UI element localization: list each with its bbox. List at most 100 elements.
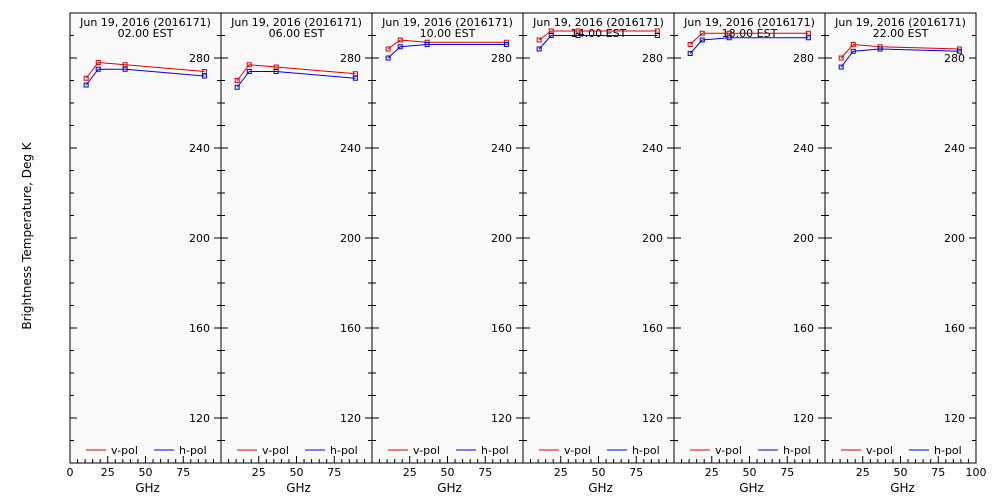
x-tick-label: 50 [592,466,606,479]
legend-label-v-pol: v-pol [564,444,591,457]
panel-title-time: 22.00 EST [873,27,929,40]
x-tick-label: 25 [403,466,417,479]
panel-title-time: 14.00 EST [571,27,627,40]
series-line-h-pol [840,48,960,68]
panel-1: Jun 19, 2016 (2016171)02.00 EST 120 160 200… [67,12,222,495]
data-point-v-pol [95,60,101,65]
panel-6: Jun 19, 2016 (2016171)22.00 EST 120 160 200… [824,12,987,495]
data-point-v-pol [850,42,856,47]
data-point-h-pol [95,66,101,72]
data-point-h-pol [838,64,844,70]
x-tick-label: 75 [478,466,492,479]
data-point-v-pol [385,46,391,52]
x-tick-label: 50 [290,466,304,479]
panel-title-date: Jun 19, 2016 (2016171) [834,16,966,29]
series-line-v-pol [236,64,356,81]
series-line-v-pol [840,43,960,59]
y-tick-label: 200 [642,232,663,245]
y-tick-label: 240 [340,142,361,155]
y-tick-label: 200 [944,232,965,245]
data-point-h-pol [397,44,403,50]
data-point-v-pol [536,37,542,43]
series-line-v-pol [387,39,507,50]
data-point-h-pol [575,33,581,38]
data-point-h-pol [536,46,542,52]
y-tick-label: 240 [491,142,512,155]
y-tick-label: 280 [189,52,210,65]
x-tick-label: 50 [894,466,908,479]
data-point-v-pol [234,78,240,83]
data-point-h-pol [352,75,358,81]
panel-title-time: 06.00 EST [269,27,325,40]
y-tick-label: 200 [340,232,361,245]
data-point-v-pol [246,62,252,68]
legend-label-h-pol: h-pol [330,444,358,457]
x-axis-label: GHz [286,481,311,495]
panel-title-time: 02.00 EST [118,27,174,40]
y-axis-label: Brightness Temperature, Deg K [20,141,34,329]
data-point-h-pol [548,33,554,38]
y-tick-label: 240 [642,142,663,155]
y-tick-label: 200 [491,232,512,245]
x-tick-label: 75 [176,466,190,479]
panel-title-date: Jun 19, 2016 (2016171) [381,16,513,29]
data-point-h-pol [805,35,811,41]
y-tick-label: 280 [340,52,361,65]
legend-label-h-pol: h-pol [934,444,962,457]
legend-label-h-pol: h-pol [481,444,509,457]
x-tick-label: 25 [252,466,266,479]
y-tick-label: 160 [340,322,361,335]
x-tick-label: 25 [554,466,568,479]
y-tick-label: 280 [491,52,512,65]
y-tick-label: 200 [793,232,814,245]
y-tick-label: 240 [793,142,814,155]
series-line-h-pol [236,71,356,88]
panel-4: Jun 19, 2016 (2016171)14.00 EST 120 160 200… [522,12,675,495]
x-tick-label: 50 [139,466,153,479]
series-line-h-pol [85,68,205,86]
y-tick-label: 160 [642,322,663,335]
legend-label-v-pol: v-pol [262,444,289,457]
legend-label-h-pol: h-pol [632,444,660,457]
x-tick-label: 75 [780,466,794,479]
data-point-h-pol [877,46,883,52]
series-line-h-pol [538,35,658,50]
data-point-h-pol [687,51,693,56]
data-point-h-pol [850,48,856,54]
panel-frame [824,12,977,464]
data-point-h-pol [503,42,509,47]
x-axis-label: GHz [588,481,613,495]
y-tick-label: 240 [189,142,210,155]
y-tick-label: 120 [491,412,512,425]
legend-label-h-pol: h-pol [783,444,811,457]
y-tick-label: 160 [793,322,814,335]
x-axis-label: GHz [739,481,764,495]
x-tick-label: 100 [966,466,987,479]
data-point-h-pol [385,55,391,61]
panel-2: Jun 19, 2016 (2016171)06.00 EST 120 160 200… [220,12,373,495]
panel-title-date: Jun 19, 2016 (2016171) [532,16,664,29]
panel-3: Jun 19, 2016 (2016171)10.00 EST 120 160 200… [371,12,524,495]
data-point-h-pol [234,84,240,90]
y-tick-label: 280 [793,52,814,65]
series-line-v-pol [85,61,205,79]
panel-title-date: Jun 19, 2016 (2016171) [79,16,211,29]
series-line-v-pol [689,32,809,45]
x-tick-label: 75 [931,466,945,479]
data-point-h-pol [654,33,660,38]
x-tick-label: 75 [629,466,643,479]
x-axis-label: GHz [890,481,915,495]
data-point-h-pol [83,82,89,88]
data-point-h-pol [726,35,732,41]
data-point-v-pol [397,37,403,43]
panel-frame [220,12,373,464]
panel-title-date: Jun 19, 2016 (2016171) [683,16,815,29]
legend-label-v-pol: v-pol [413,444,440,457]
y-tick-label: 160 [944,322,965,335]
data-point-h-pol [956,48,962,54]
x-tick-label: 25 [856,466,870,479]
y-tick-label: 120 [340,412,361,425]
legend-label-v-pol: v-pol [866,444,893,457]
legend-label-v-pol: v-pol [715,444,742,457]
